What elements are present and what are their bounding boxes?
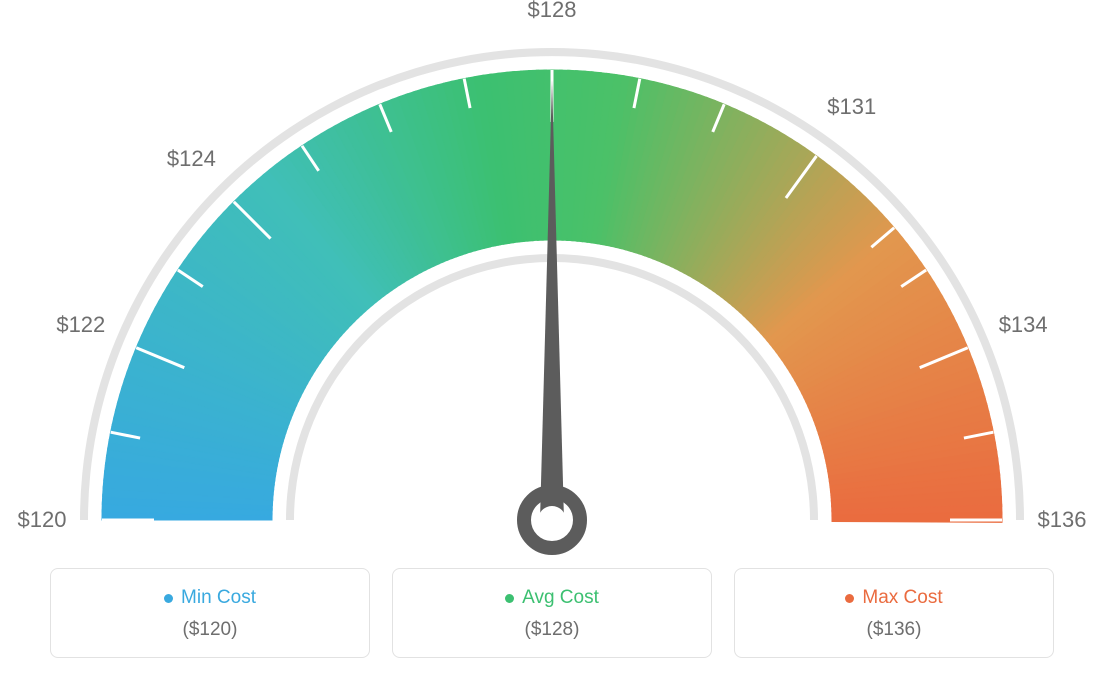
legend-title-max: Max Cost [862,587,942,609]
gauge-tick-label: $124 [167,146,216,172]
legend-value-min: ($120) [61,619,359,641]
legend-title-row: Min Cost [61,587,359,609]
legend-card-min: Min Cost ($120) [50,568,370,658]
gauge-tick-label: $134 [999,312,1048,338]
gauge-tick-label: $122 [56,312,105,338]
legend-title-row: Avg Cost [403,587,701,609]
gauge-hub-inner [538,506,566,534]
dot-max [845,594,854,603]
dot-avg [505,594,514,603]
legend-card-avg: Avg Cost ($128) [392,568,712,658]
legend-title-row: Max Cost [745,587,1043,609]
gauge-area: $120 $122 $124 $128 $131 $134 $136 [0,0,1104,570]
legend-value-max: ($136) [745,619,1043,641]
legend-title-min: Min Cost [181,587,256,609]
dot-min [164,594,173,603]
gauge-tick-label: $131 [827,94,876,120]
gauge-tick-label: $120 [18,507,67,533]
legend-value-avg: ($128) [403,619,701,641]
gauge-tick-label: $136 [1038,507,1087,533]
gauge-tick-label: $128 [528,0,577,23]
gauge-svg [0,0,1104,570]
cost-gauge-container: $120 $122 $124 $128 $131 $134 $136 Min Cost ($… [0,0,1104,690]
legend-row: Min Cost ($120) Avg Cost ($128) Max Cost… [50,568,1054,658]
legend-title-avg: Avg Cost [522,587,599,609]
legend-card-max: Max Cost ($136) [734,568,1054,658]
